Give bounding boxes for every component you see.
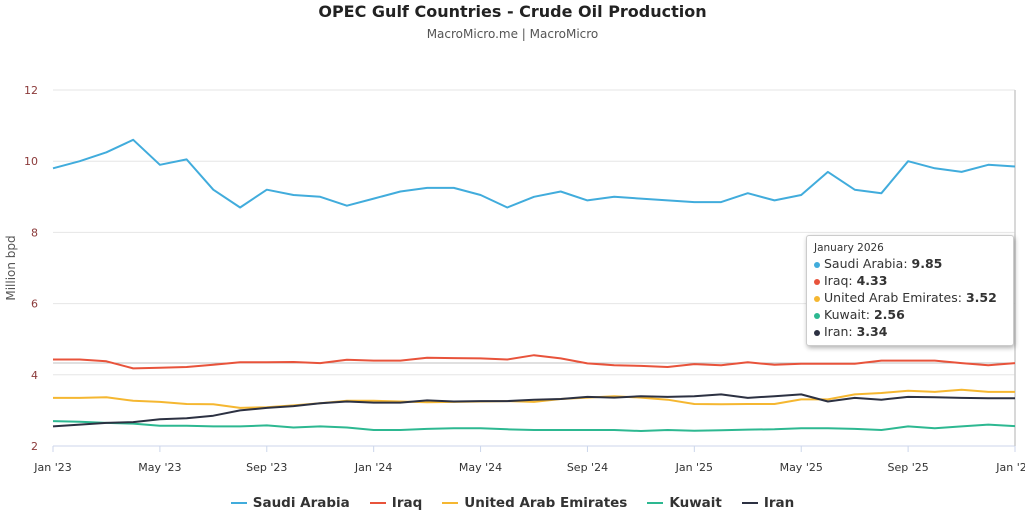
- legend-line-icon: [442, 502, 459, 504]
- series-line-iran: [52, 393, 1015, 428]
- y-tick-label: 6: [31, 298, 38, 311]
- tooltip-value: 3.34: [856, 324, 888, 339]
- legend-line-icon: [647, 502, 664, 504]
- y-tick-label: 4: [31, 369, 38, 382]
- tooltip-row: Kuwait: 2.56: [814, 306, 1006, 323]
- legend-item[interactable]: Iraq: [369, 495, 423, 511]
- x-tick-label: Jan '26: [995, 461, 1025, 474]
- tooltip-value: 2.56: [873, 307, 905, 322]
- legend-label: Kuwait: [669, 495, 722, 511]
- legend-label: Saudi Arabia: [252, 495, 350, 511]
- y-tick-label: 2: [31, 440, 38, 453]
- series-dot-icon: [814, 329, 820, 336]
- tooltip-row: United Arab Emirates: 3.52: [814, 289, 1006, 306]
- series-dot-icon: [814, 261, 820, 268]
- tooltip: January 2026 Saudi Arabia: 9.85 Iraq: 4.3…: [806, 235, 1014, 346]
- chart-subtitle: MacroMicro.me | MacroMicro: [426, 27, 599, 41]
- legend-label: Iraq: [391, 495, 423, 511]
- legend: Saudi Arabia Iraq United Arab Emirates Kuwa…: [0, 495, 1025, 511]
- y-tick-label: 12: [24, 84, 38, 97]
- x-tick-label: May '25: [780, 461, 823, 474]
- series-dot-icon: [814, 278, 820, 285]
- x-tick-label: May '23: [138, 461, 181, 474]
- x-tick-label: Sep '25: [887, 461, 928, 474]
- legend-item[interactable]: Iran: [741, 495, 795, 511]
- series-line-saudi-arabia: [52, 138, 1016, 209]
- tooltip-label: Saudi Arabia:: [824, 256, 912, 271]
- tooltip-value: 3.52: [965, 290, 997, 305]
- tooltip-label: Iraq:: [824, 273, 857, 288]
- series-dot-icon: [814, 295, 820, 302]
- legend-item[interactable]: Kuwait: [647, 495, 722, 511]
- legend-line-icon: [741, 502, 758, 504]
- x-tick-label: Sep '24: [567, 461, 608, 474]
- series-line-united-arab-emirates: [53, 388, 1015, 409]
- tooltip-row: Saudi Arabia: 9.85: [814, 255, 1006, 272]
- tooltip-label: United Arab Emirates:: [824, 290, 966, 305]
- y-tick-label: 10: [24, 155, 38, 168]
- y-tick-label: 8: [31, 226, 38, 239]
- tooltip-label: Kuwait:: [824, 307, 874, 322]
- legend-item[interactable]: Saudi Arabia: [230, 495, 350, 511]
- x-tick-label: Jan '25: [675, 461, 713, 474]
- x-tick-label: May '24: [459, 461, 502, 474]
- legend-label: Iran: [763, 495, 795, 511]
- series-dot-icon: [814, 312, 820, 319]
- x-tick-label: Sep '23: [246, 461, 287, 474]
- series-line-kuwait: [52, 420, 1016, 432]
- tooltip-row: Iraq: 4.33: [814, 272, 1006, 289]
- tooltip-label: Iran:: [824, 324, 857, 339]
- legend-label: United Arab Emirates: [464, 495, 628, 511]
- y-axis-label: Million bpd: [4, 235, 18, 300]
- legend-line-icon: [369, 502, 386, 504]
- legend-line-icon: [230, 502, 247, 504]
- tooltip-value: 4.33: [856, 273, 888, 288]
- x-tick-label: Jan '23: [33, 461, 71, 474]
- series-line-iraq: [53, 354, 1016, 370]
- tooltip-value: 9.85: [911, 256, 943, 271]
- legend-item[interactable]: United Arab Emirates: [442, 495, 627, 511]
- tooltip-row: Iran: 3.34: [814, 323, 1006, 340]
- tooltip-header: January 2026: [814, 242, 884, 254]
- x-tick-label: Jan '24: [354, 461, 392, 474]
- chart-title: OPEC Gulf Countries - Crude Oil Producti…: [318, 2, 707, 21]
